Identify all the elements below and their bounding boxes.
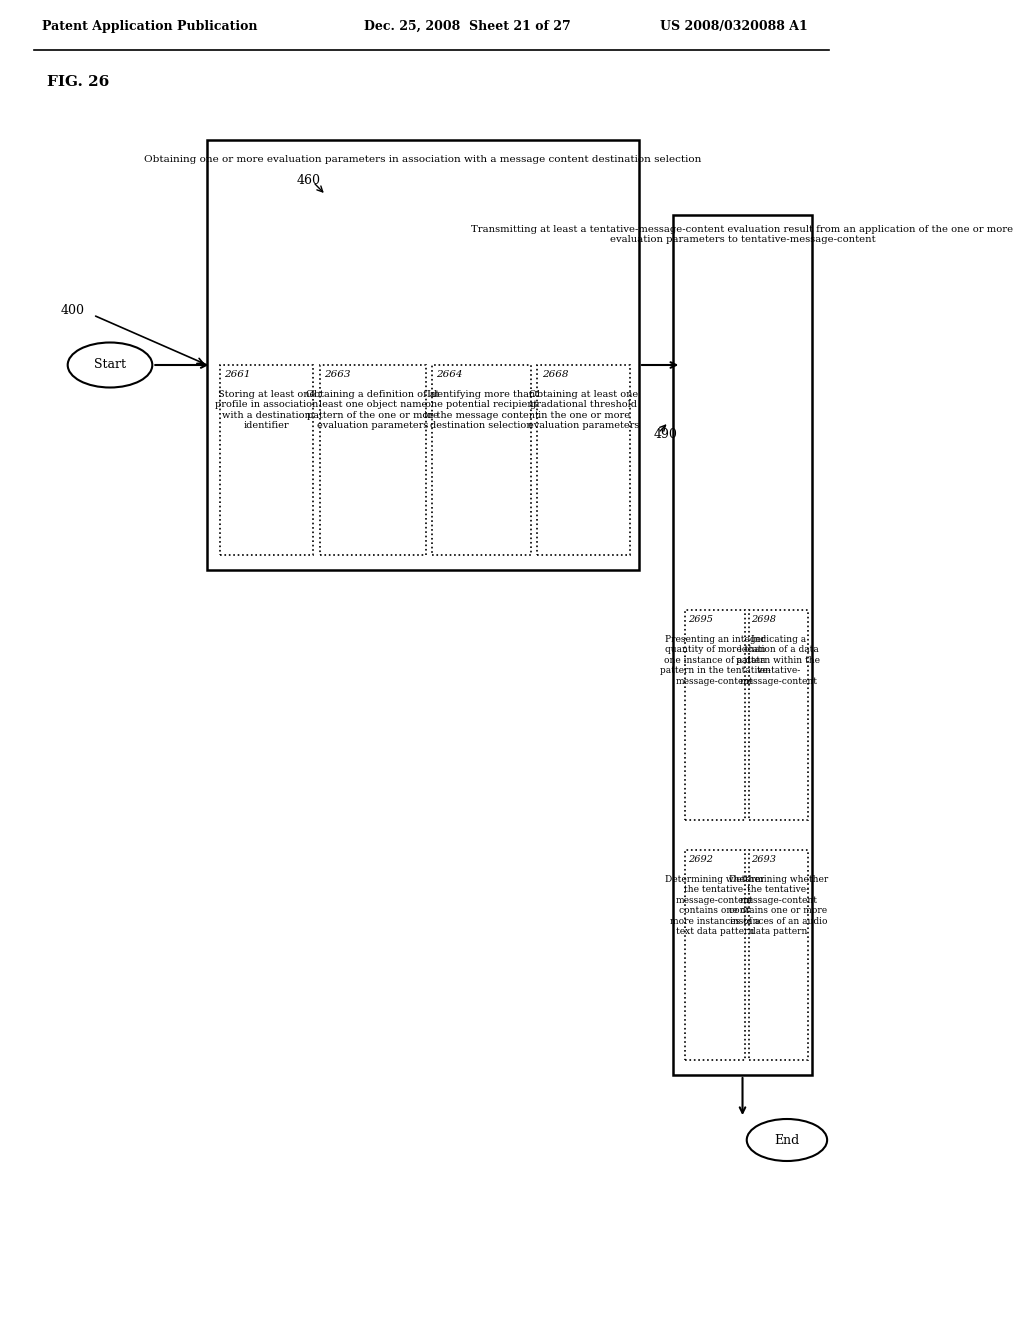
Text: FIG. 26: FIG. 26: [46, 75, 109, 88]
Text: Storing at least one
profile in association
with a destination
identifier: Storing at least one profile in associat…: [215, 389, 318, 430]
Text: Determining whether
the tentative-
message-content
contains one or more
instance: Determining whether the tentative- messa…: [729, 875, 828, 936]
Text: 460: 460: [296, 173, 321, 186]
FancyBboxPatch shape: [685, 850, 744, 1060]
Text: 2663: 2663: [324, 370, 350, 379]
Text: 2693: 2693: [752, 855, 776, 865]
Text: 2668: 2668: [542, 370, 568, 379]
Text: 400: 400: [60, 304, 85, 317]
FancyBboxPatch shape: [749, 850, 808, 1060]
Text: 2695: 2695: [688, 615, 713, 624]
Ellipse shape: [746, 1119, 827, 1162]
FancyBboxPatch shape: [207, 140, 639, 570]
Text: Presenting an integer
quantity of more than
one instance of a data
pattern in th: Presenting an integer quantity of more t…: [659, 635, 770, 685]
Text: Obtaining a definition of at
least one object name
pattern of the one or more
ev: Obtaining a definition of at least one o…: [306, 389, 439, 430]
Text: 2698: 2698: [752, 615, 776, 624]
FancyBboxPatch shape: [673, 215, 812, 1074]
Text: Obtaining at least one
gradational threshold
in the one or more
evaluation param: Obtaining at least one gradational thres…: [528, 389, 640, 430]
Text: 2661: 2661: [224, 370, 251, 379]
Text: Dec. 25, 2008  Sheet 21 of 27: Dec. 25, 2008 Sheet 21 of 27: [364, 20, 570, 33]
Text: 2664: 2664: [436, 370, 462, 379]
Text: Obtaining one or more evaluation parameters in association with a message conten: Obtaining one or more evaluation paramet…: [144, 154, 701, 164]
Text: Patent Application Publication: Patent Application Publication: [42, 20, 258, 33]
Text: 490: 490: [653, 429, 677, 441]
Text: End: End: [774, 1134, 800, 1147]
Text: US 2008/0320088 A1: US 2008/0320088 A1: [660, 20, 808, 33]
Text: Start: Start: [94, 359, 126, 371]
FancyBboxPatch shape: [538, 366, 631, 554]
FancyBboxPatch shape: [685, 610, 744, 820]
Text: Determining whether
the tentative-
message-content
contains one or
more instance: Determining whether the tentative- messa…: [666, 875, 765, 936]
FancyBboxPatch shape: [749, 610, 808, 820]
Text: Identifying more than
one potential recipient
in the message content
destination: Identifying more than one potential reci…: [424, 389, 539, 430]
Text: Indicating a
location of a data
pattern within the
tentative-
message-content: Indicating a location of a data pattern …: [736, 635, 820, 685]
FancyBboxPatch shape: [431, 366, 531, 554]
Text: Transmitting at least a tentative-message-content evaluation result from an appl: Transmitting at least a tentative-messag…: [471, 224, 1014, 244]
Ellipse shape: [68, 342, 153, 388]
FancyBboxPatch shape: [220, 366, 313, 554]
Text: 2692: 2692: [688, 855, 713, 865]
FancyBboxPatch shape: [319, 366, 426, 554]
